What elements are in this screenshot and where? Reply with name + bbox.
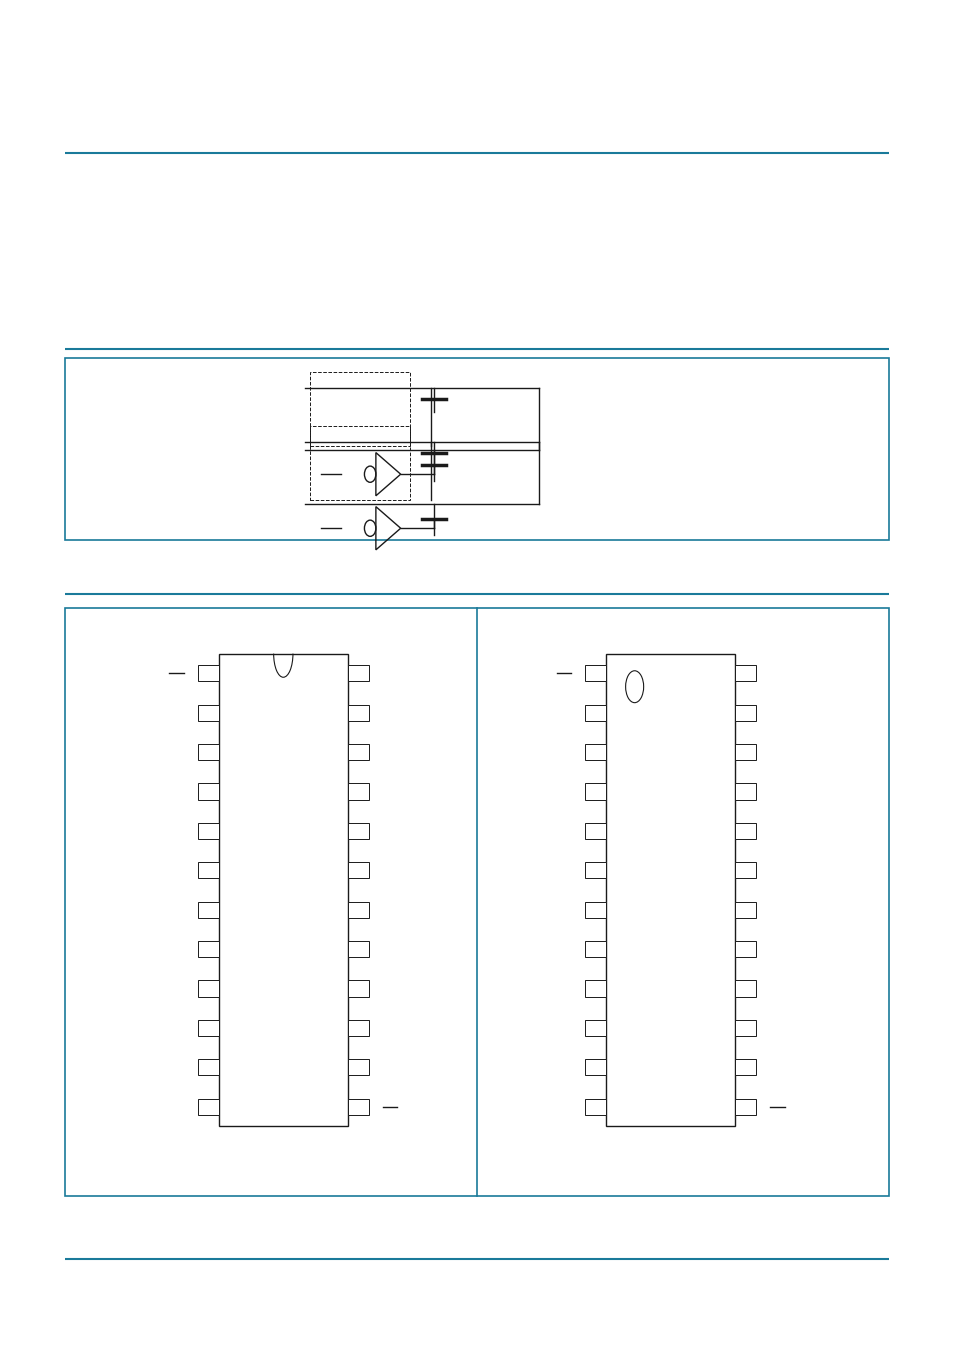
Bar [735, 705, 756, 721]
Bar [735, 1020, 756, 1036]
Bar [585, 1059, 606, 1075]
Bar [347, 823, 368, 839]
Bar [735, 784, 756, 800]
Bar [585, 1098, 606, 1115]
Bar [347, 705, 368, 721]
Bar [735, 901, 756, 917]
Bar [585, 705, 606, 721]
Bar [735, 942, 756, 958]
Bar [347, 901, 368, 917]
Bar [606, 654, 735, 1127]
Bar [585, 784, 606, 800]
Bar [197, 784, 218, 800]
Bar [735, 981, 756, 997]
Bar [65, 608, 888, 1196]
Bar [197, 901, 218, 917]
Bar [585, 942, 606, 958]
Bar [347, 981, 368, 997]
Bar [347, 1020, 368, 1036]
Bar [585, 823, 606, 839]
Bar [197, 823, 218, 839]
Bar [585, 744, 606, 761]
Bar [197, 1020, 218, 1036]
Bar [735, 862, 756, 878]
Bar [735, 744, 756, 761]
Bar [347, 665, 368, 681]
Bar [197, 862, 218, 878]
Bar [585, 665, 606, 681]
Bar [735, 823, 756, 839]
Bar [585, 981, 606, 997]
Bar [65, 358, 888, 540]
Bar [735, 1098, 756, 1115]
Bar [197, 981, 218, 997]
Bar [347, 784, 368, 800]
Bar [347, 1098, 368, 1115]
Bar [735, 1059, 756, 1075]
Bar [197, 942, 218, 958]
Bar [585, 901, 606, 917]
Bar [585, 1020, 606, 1036]
Bar [310, 372, 410, 446]
Bar [197, 1098, 218, 1115]
Bar [735, 665, 756, 681]
Bar [197, 665, 218, 681]
Bar [218, 654, 347, 1127]
Bar [197, 1059, 218, 1075]
Bar [585, 862, 606, 878]
Bar [310, 426, 410, 500]
Bar [347, 862, 368, 878]
Bar [347, 942, 368, 958]
Bar [197, 705, 218, 721]
Bar [347, 1059, 368, 1075]
Bar [347, 744, 368, 761]
Bar [197, 744, 218, 761]
